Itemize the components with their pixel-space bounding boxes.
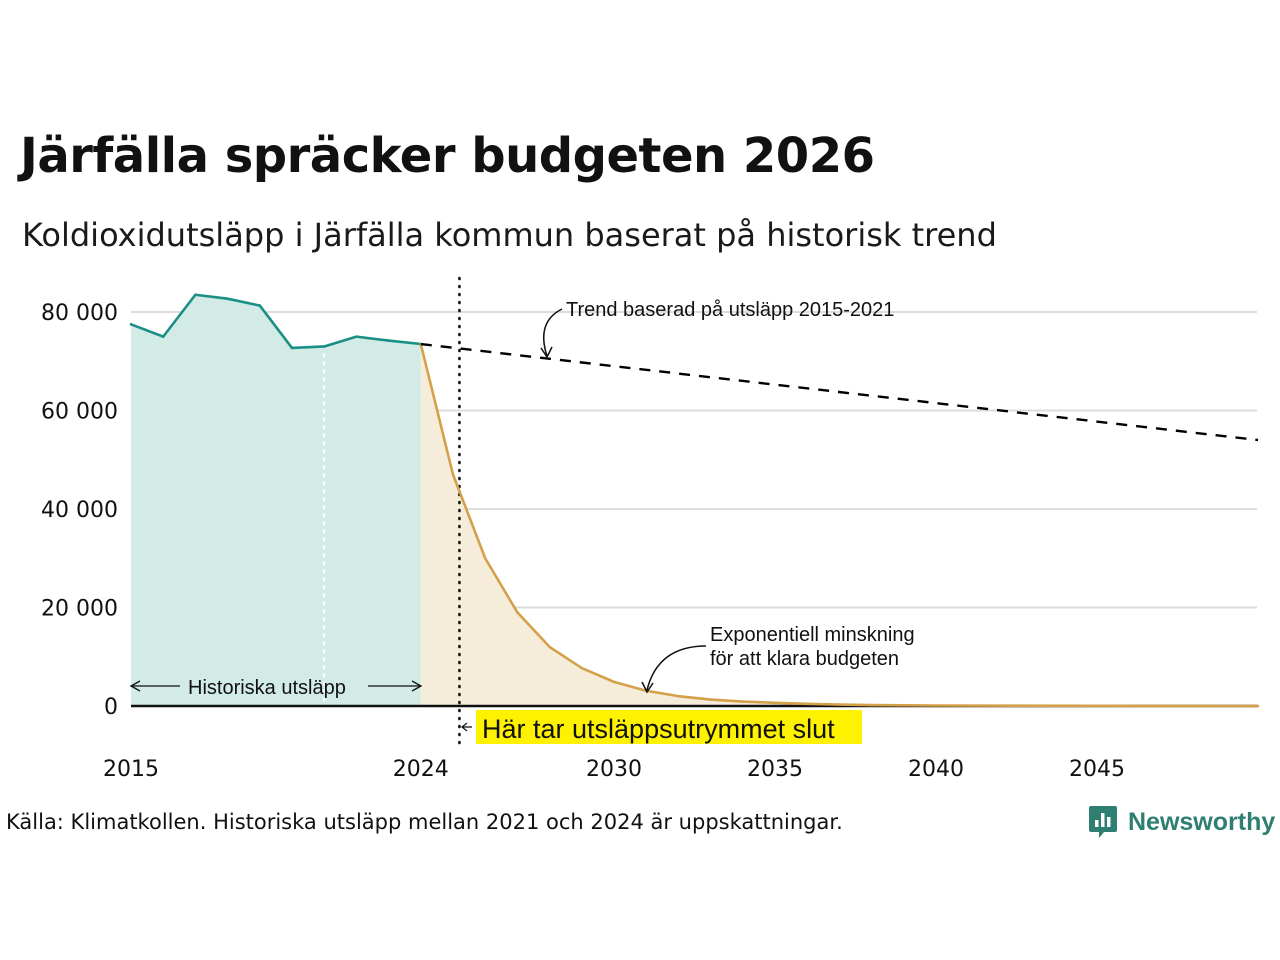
budget-end-arrow (461, 722, 472, 732)
point-historical (129, 323, 133, 326)
point-historical (355, 335, 358, 338)
y-tick-label: 40 000 (41, 498, 118, 523)
point-exponential (709, 698, 712, 701)
chart-title: Järfälla spräcker budgeten 2026 (20, 128, 875, 184)
historic-annotation: Historiska utsläpp (188, 677, 346, 699)
budget-end-highlight (476, 710, 862, 744)
point-historical (226, 297, 229, 301)
x-tick-label: 2024 (393, 757, 449, 782)
trend-annotation-arrowhead (540, 346, 553, 359)
exponential-annotation-arrow (646, 645, 707, 691)
trend-annotation: Trend baserad på utsläpp 2015-2021 (566, 299, 894, 321)
point-exponential (805, 702, 809, 706)
point-exponential (483, 556, 487, 560)
series-lines (129, 293, 1260, 708)
chart-area: 0 20 000 40 000 60 000 80 000 2015 2024 2030 203… (41, 276, 1260, 782)
point-historical (161, 335, 165, 338)
brand-name: Newsworthy (1128, 807, 1276, 836)
x-tick-label: 2040 (908, 757, 964, 782)
historic-range-arrowhead-right (411, 680, 423, 692)
point-exponential (451, 473, 455, 476)
trend-annotation-arrow (543, 308, 563, 357)
line-trend (420, 342, 1259, 442)
point-exponential (612, 680, 616, 684)
point-exponential (580, 666, 584, 670)
area-historical (131, 294, 421, 706)
brand-logo: Newsworthy (1088, 804, 1275, 840)
point-historical (290, 346, 294, 350)
point-exponential (1256, 704, 1260, 708)
point-exponential (677, 694, 680, 698)
x-tick-label: 2045 (1069, 757, 1125, 782)
exponential-annotation-arrowhead (641, 681, 654, 694)
chart-subtitle: Koldioxidutsläpp i Järfälla kommun baser… (22, 216, 997, 254)
point-exponential (870, 703, 873, 707)
point-exponential (838, 703, 841, 706)
point-exponential (516, 611, 519, 614)
x-tick-label: 2035 (747, 757, 803, 782)
point-historical (387, 339, 390, 342)
vertical-markers (323, 276, 461, 748)
x-tick-label: 2030 (586, 757, 642, 782)
historic-range-arrowhead-left (129, 680, 141, 692)
point-exponential (548, 645, 551, 649)
point-historical (322, 345, 326, 348)
axis-ticks: 0 20 000 40 000 60 000 80 000 2015 2024 2030 203… (41, 301, 1125, 782)
area-fills (131, 294, 1258, 706)
line-exponential (419, 343, 1259, 708)
exponential-annotation-line1: Exponentiell minskning (710, 624, 915, 646)
area-exponential (420, 344, 1258, 706)
line-historical (130, 293, 421, 350)
point-historical (194, 293, 197, 297)
exponential-annotation-line2: för att klara budgeten (710, 648, 899, 670)
point-exponential (741, 700, 745, 703)
point-historical (258, 304, 262, 307)
bar-chart-speech-icon (1089, 806, 1117, 838)
y-tick-label: 60 000 (41, 400, 118, 425)
point-exponential (1095, 704, 1099, 708)
x-tick-label: 2015 (103, 757, 159, 782)
point-exponential (773, 701, 777, 705)
source-note: Källa: Klimatkollen. Historiska utsläpp … (6, 810, 843, 834)
point-exponential (934, 704, 938, 707)
budget-end-annotation: Här tar utsläppsutrymmet slut (482, 714, 835, 744)
y-tick-label: 20 000 (41, 597, 118, 622)
y-tick-label: 0 (104, 695, 118, 720)
y-tick-label: 80 000 (41, 301, 118, 326)
